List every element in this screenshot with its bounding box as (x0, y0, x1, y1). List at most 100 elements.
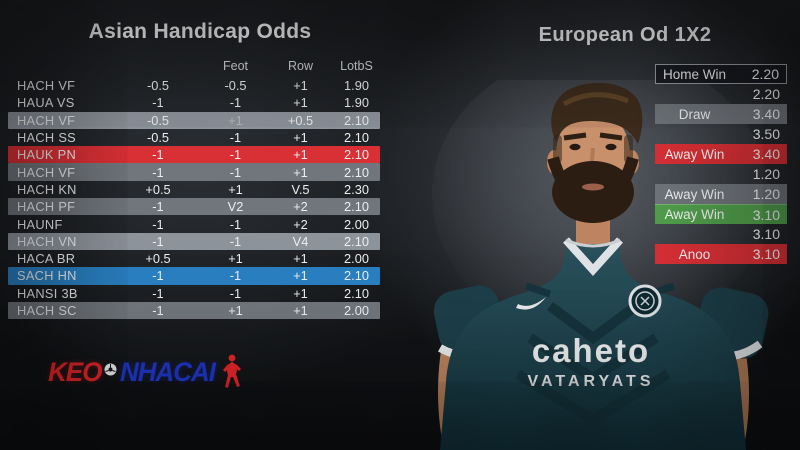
column-header-row: Row (287, 59, 313, 73)
odds-value: 3.10 (752, 226, 780, 242)
european-odds-row[interactable]: Away Win 3.40 (655, 144, 787, 164)
odds-value: +1 (293, 78, 308, 94)
logo-text-keo: KEO (48, 356, 102, 387)
team-name: HACH KN (17, 181, 77, 197)
handicap-row[interactable]: SACH HN -1 -1 +1 2.10 (8, 267, 380, 285)
outcome-label: Home Win (662, 66, 726, 82)
odds-value: +1 (228, 112, 243, 128)
odds-value: -1 (152, 303, 164, 318)
european-odds-row[interactable]: Anoo 3.10 (655, 244, 787, 264)
odds-value: +1 (293, 147, 308, 163)
odds-value: -0.5 (146, 130, 170, 146)
team-name: HACH PF (17, 199, 76, 215)
odds-value: 3.40 (752, 146, 780, 162)
odds-value: +1 (293, 303, 308, 318)
handicap-row[interactable]: HACH VF -1 -1 +1 2.10 (8, 163, 380, 181)
odds-value: -1 (229, 268, 242, 284)
odds-value: +1 (293, 268, 308, 284)
jersey-team-text: VATARYATS (528, 373, 655, 390)
odds-value: 2.00 (344, 216, 369, 232)
team-name: HACH VF (17, 78, 76, 94)
handicap-row[interactable]: HAUNF -1 -1 +2 2.00 (8, 215, 380, 232)
odds-value: -1 (229, 216, 242, 232)
odds-value: -1 (152, 216, 164, 232)
team-name: HANSI 3B (17, 285, 78, 301)
european-odds-row[interactable]: Away Win 1.20 (655, 184, 787, 204)
odds-value: 2.00 (344, 303, 369, 318)
odds-value: +2 (293, 216, 308, 232)
odds-value: -1 (229, 285, 242, 301)
handicap-row[interactable]: HACH VF -0.5 +1 +0.5 2.10 (8, 111, 380, 129)
odds-value: 2.10 (344, 268, 369, 284)
logo-text-nhacai: NHACAI (119, 356, 215, 387)
odds-value: -1 (152, 233, 164, 249)
handicap-row[interactable]: HACH KN +0.5 +1 V.5 2.30 (8, 181, 380, 198)
odds-value: +2 (293, 199, 308, 215)
column-header-lotbs: LotbS (340, 59, 373, 73)
handicap-table-body: HACH VF -0.5 -0.5 +1 1.90 HAUA VS -1 -1 +1 1.90 HA… (8, 77, 380, 320)
handicap-row[interactable]: HAUA VS -1 -1 +1 1.90 (8, 94, 380, 111)
odds-value: -1 (152, 147, 164, 163)
column-header-feot: Feot (222, 59, 248, 73)
odds-value: 3.10 (752, 246, 780, 262)
team-name: HAUA VS (17, 95, 75, 111)
team-name: HACH SC (17, 303, 77, 318)
european-odds-row[interactable]: Away Win 3.10 (655, 204, 787, 224)
odds-value: 2.10 (344, 285, 369, 301)
odds-value: +0.5 (287, 112, 314, 128)
odds-value: 3.40 (752, 106, 780, 122)
european-odds-row[interactable]: Home Win 2.20 (655, 64, 787, 84)
odds-value: V.5 (291, 181, 310, 197)
outcome-label: Anoo (678, 246, 711, 262)
odds-value: -1 (229, 164, 242, 180)
handicap-row[interactable]: HANSI 3B -1 -1 +1 2.10 (8, 285, 380, 302)
odds-value: -1 (152, 285, 164, 301)
odds-value: +1 (293, 285, 308, 301)
team-name: HAUK PN (17, 147, 76, 163)
odds-value: -1 (229, 95, 242, 111)
odds-value: 2.10 (344, 130, 369, 146)
handicap-row[interactable]: HACH VF -0.5 -0.5 +1 1.90 (8, 77, 380, 94)
odds-value: +1 (293, 251, 308, 267)
odds-value: 1.20 (752, 186, 780, 202)
odds-value: -1 (152, 268, 164, 284)
outcome-label: Away Win (664, 186, 725, 202)
odds-value: +1 (293, 164, 308, 180)
team-name: HACH SS (17, 130, 76, 146)
handicap-row[interactable]: HACH SS -0.5 -1 +1 2.10 (8, 129, 380, 146)
odds-value: +1 (293, 95, 308, 111)
odds-value: -1 (229, 130, 242, 146)
handicap-table-header: Feot Row LotbS (8, 58, 380, 74)
handicap-row[interactable]: HAUK PN -1 -1 +1 2.10 (8, 146, 380, 164)
european-odds-row[interactable]: 3.10 (655, 224, 787, 244)
odds-value: 2.20 (751, 66, 779, 82)
odds-value: 2.10 (344, 164, 369, 180)
european-odds-row[interactable]: 3.50 (655, 124, 787, 144)
odds-value: 3.10 (752, 206, 780, 223)
odds-value: +0.5 (145, 181, 171, 197)
odds-value: -0.5 (146, 112, 170, 128)
odds-value: -0.5 (224, 78, 247, 94)
european-odds-title: European Od 1X2 (538, 24, 712, 46)
handicap-row[interactable]: HACA BR +0.5 +1 +1 2.00 (8, 250, 380, 267)
handicap-row[interactable]: HACH VN -1 -1 V4 2.10 (8, 232, 380, 250)
player-silhouette-icon (222, 354, 241, 388)
team-name: HACH VF (17, 112, 76, 128)
odds-value: +1 (228, 181, 243, 197)
keonhacai-logo: KEO NHACAI (47, 354, 243, 390)
jersey-brand-text: caheto (532, 332, 650, 369)
european-odds-row[interactable]: 2.20 (655, 84, 787, 104)
odds-value: 2.00 (344, 251, 369, 267)
asian-handicap-table: Feot Row LotbS HACH VF -0.5 -0.5 +1 1.90 HAUA… (8, 58, 380, 320)
odds-value: 1.20 (752, 166, 780, 182)
european-odds-row[interactable]: Draw 3.40 (655, 104, 787, 124)
european-odds-list: Home Win 2.20 2.20 Draw 3.40 3.50 Away Win 3.40… (655, 64, 787, 264)
odds-value: 3.50 (752, 126, 780, 142)
odds-value: 2.20 (752, 86, 780, 102)
odds-value: +1 (228, 251, 243, 267)
european-odds-row[interactable]: 1.20 (655, 164, 787, 184)
odds-value: 2.10 (344, 199, 369, 215)
handicap-row[interactable]: HACH SC -1 +1 +1 2.00 (8, 301, 380, 320)
handicap-row[interactable]: HACH PF -1 V2 +2 2.10 (8, 198, 380, 216)
odds-value: -1 (229, 233, 242, 249)
